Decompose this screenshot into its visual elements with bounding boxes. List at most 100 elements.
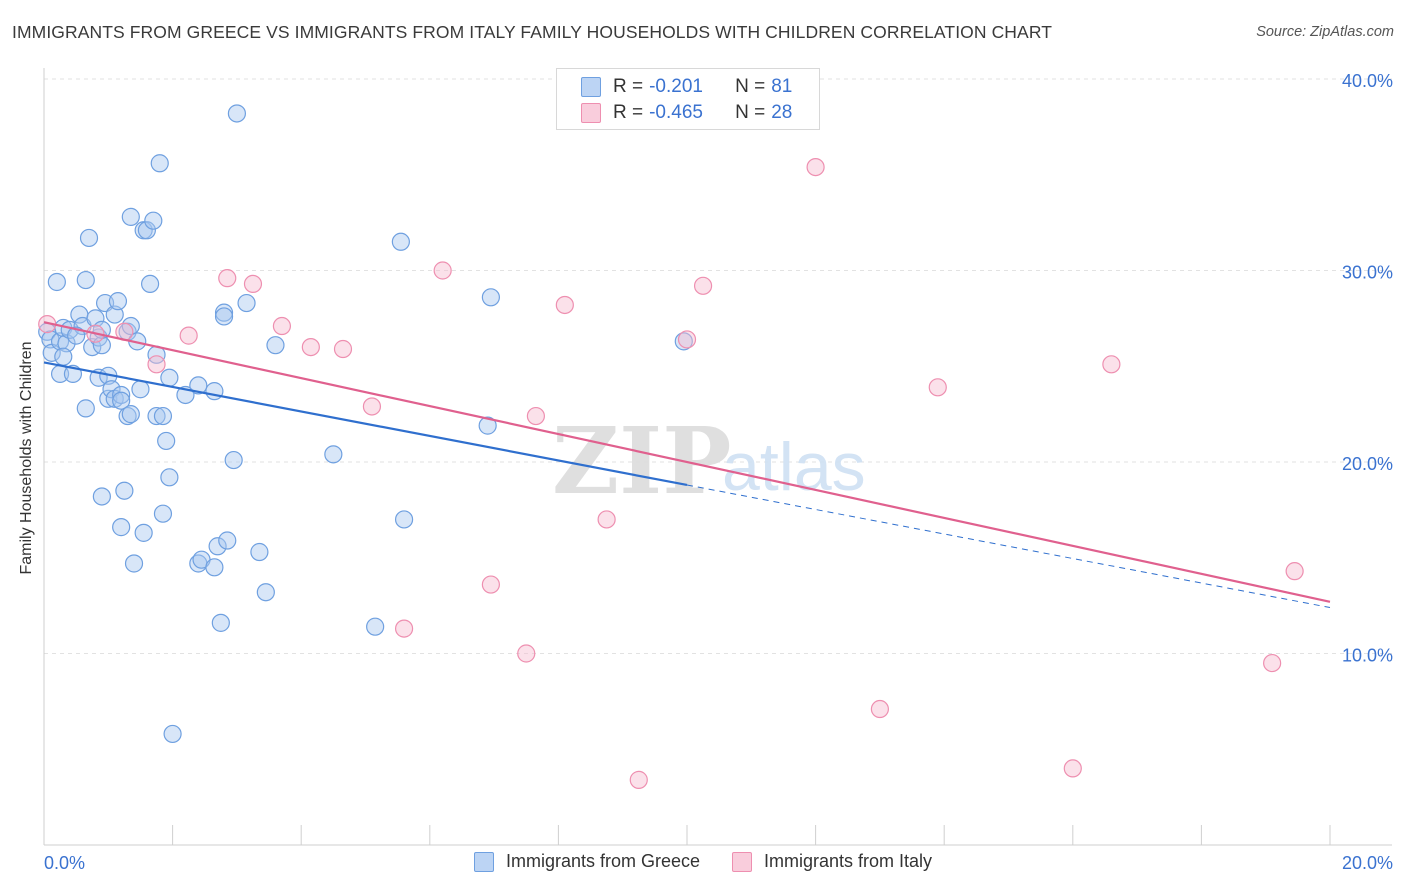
greece-point-65 [214, 307, 234, 326]
greece-point-44 [137, 221, 156, 240]
italy-point-16 [597, 510, 616, 529]
greece-point-54 [160, 368, 179, 387]
greece-point-78 [481, 288, 500, 307]
greece-point-33 [115, 481, 134, 500]
legend-item-greece: Immigrants from Greece [473, 851, 700, 872]
watermark-zip: ZIP [552, 407, 731, 515]
greece-point-50 [153, 406, 173, 426]
greece-point-74 [366, 617, 385, 636]
greece-point-31 [112, 391, 131, 410]
x-tick-label-1: 20.0% [1342, 853, 1393, 873]
greece-point-20 [92, 487, 111, 506]
y-tick-label-1: 20.0% [1342, 454, 1393, 474]
greece-point-14 [76, 399, 95, 418]
greece-point-34 [118, 406, 137, 426]
series-legend: Immigrants from Greece Immigrants from I… [0, 851, 1406, 872]
greece-point-79 [674, 332, 693, 351]
italy-legend-swatch [732, 851, 752, 872]
source-label: Source: ZipAtlas.com [1256, 24, 1394, 40]
italy-point-15 [555, 295, 574, 315]
greece-point-77 [478, 416, 497, 435]
greece-point-21 [92, 336, 111, 355]
italy-point-21 [870, 699, 890, 719]
greece-point-49 [150, 154, 169, 173]
greece-point-45 [140, 274, 160, 294]
greece-swatch [581, 77, 601, 97]
greece-point-3 [47, 272, 66, 292]
greece-point-80 [67, 326, 86, 345]
x-tick-label-0: 0.0% [44, 853, 85, 873]
greece-point-46 [144, 211, 163, 230]
greece-trend-line [43, 361, 688, 487]
italy-point-13 [517, 644, 536, 663]
greece-n-label: N = [735, 76, 766, 97]
greece-point-68 [227, 104, 246, 123]
italy-point-10 [394, 619, 414, 638]
greece-point-36 [121, 405, 140, 424]
greece-point-72 [266, 336, 285, 355]
chart-title: IMMIGRANTS FROM GREECE VS IMMIGRANTS FRO… [12, 22, 1053, 42]
italy-swatch [581, 103, 601, 123]
italy-r-label: R = [613, 102, 644, 123]
italy-point-25 [1263, 653, 1282, 673]
italy-point-23 [1063, 759, 1082, 778]
greece-point-15 [79, 228, 99, 248]
greece-point-69 [237, 293, 256, 313]
italy-point-12 [481, 575, 500, 594]
greece-point-66 [218, 531, 237, 550]
italy-point-6 [272, 316, 292, 336]
greece-point-73 [324, 445, 343, 464]
greece-point-62 [208, 537, 227, 556]
italy-n-label: N = [735, 102, 766, 123]
italy-point-11 [433, 261, 452, 280]
italy-point-3 [179, 326, 198, 345]
greece-point-27 [105, 305, 124, 324]
italy-point-18 [677, 330, 697, 349]
italy-point-9 [362, 397, 382, 416]
greece-point-30 [112, 385, 131, 405]
legend-item-italy: Immigrants from Italy [732, 851, 932, 872]
italy-point-4 [218, 269, 237, 288]
greece-point-76 [394, 510, 414, 529]
greece-point-38 [121, 207, 140, 226]
greece-point-13 [76, 270, 95, 290]
stats-legend: R = -0.201 N = 81 R = -0.465 N = 28 [556, 68, 820, 130]
y-tick-label-2: 30.0% [1342, 263, 1393, 283]
greece-point-52 [157, 431, 176, 451]
italy-point-20 [806, 157, 825, 177]
greece-point-57 [189, 376, 208, 395]
italy-trend-line [43, 321, 1331, 603]
italy-point-14 [526, 406, 545, 426]
watermark: ZIP atlas [552, 407, 866, 515]
greece-point-63 [211, 613, 230, 632]
greece-point-64 [214, 303, 234, 322]
greece-point-55 [163, 724, 182, 744]
italy-n-value: 28 [771, 102, 793, 123]
greece-r-label: R = [613, 76, 644, 97]
greece-trend-extension [686, 484, 1331, 609]
trend-lines [43, 321, 1331, 609]
italy-point-24 [1102, 355, 1121, 374]
gridlines [44, 78, 1392, 654]
italy-r-value: -0.465 [649, 102, 703, 123]
y-tick-label-0: 10.0% [1342, 646, 1393, 666]
italy-point-7 [301, 338, 320, 357]
greece-point-29 [108, 292, 128, 311]
italy-point-17 [629, 770, 648, 789]
tick-labels: 10.0% 20.0% 30.0% 40.0% 0.0% 20.0% [44, 71, 1393, 873]
greece-point-17 [86, 309, 105, 328]
greece-point-53 [160, 468, 179, 487]
italy-point-8 [333, 339, 353, 359]
greece-legend-label: Immigrants from Greece [505, 851, 700, 871]
greece-point-61 [205, 558, 224, 577]
greece-point-41 [131, 380, 150, 399]
greece-point-32 [112, 518, 131, 537]
greece-legend-swatch [473, 851, 494, 872]
italy-point-19 [693, 276, 713, 295]
y-tick-label-3: 40.0% [1342, 71, 1393, 91]
watermark-atlas: atlas [722, 429, 866, 505]
axes [43, 68, 1392, 846]
italy-point-5 [243, 274, 263, 294]
italy-point-2 [147, 355, 166, 374]
